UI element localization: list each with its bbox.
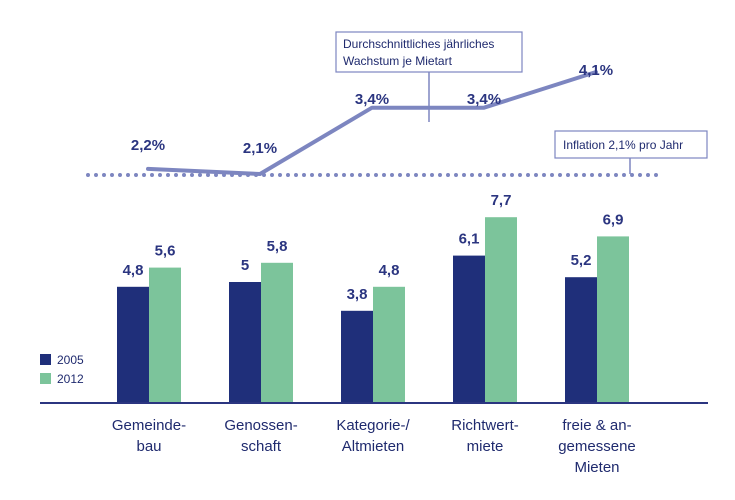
legend-swatch-2012 [40,373,51,384]
chart-svg: 4,8 5 3,8 6,1 5,2 5,6 5,8 4,8 7,7 6,9 Gemeinde-bau… [0,0,735,495]
category-label: Kategorie-/ [336,417,410,434]
bar-2005-1 [117,287,149,402]
rent-chart: 4,8 5 3,8 6,1 5,2 5,6 5,8 4,8 7,7 6,9 Gemeinde-bau… [0,0,735,495]
bar-value-label: 5 [241,257,249,274]
bar-2005-5 [565,277,597,402]
category-label: miete [467,438,504,455]
category-label: bau [136,438,161,455]
bar-2012-5 [597,236,629,402]
legend-label-2012: 2012 [57,372,84,386]
bar-2012-4 [485,217,517,402]
growth-value-label: 2,1% [243,140,277,157]
category-label: Mieten [574,459,619,476]
growth-callout-text: Durchschnittliches jährliches [343,37,494,51]
growth-callout-text: Wachstum je Mietart [343,54,453,68]
growth-value-label: 3,4% [467,91,501,108]
bar-value-label: 7,7 [491,192,512,209]
category-label: Genossen- [224,417,297,434]
growth-value-label: 4,1% [579,62,613,79]
bar-value-label: 6,9 [603,211,624,228]
bar-2005-4 [453,256,485,402]
bar-2005-3 [341,311,373,402]
category-label: Gemeinde- [112,417,186,434]
category-label: Altmieten [342,438,405,455]
bar-value-label: 4,8 [379,262,400,279]
category-label: freie & an- [562,417,631,434]
legend-swatch-2005 [40,354,51,365]
legend-label-2005: 2005 [57,353,84,367]
bar-2012-3 [373,287,405,402]
bar-value-label: 3,8 [347,286,368,303]
growth-line [148,72,596,174]
category-label: gemessene [558,438,636,455]
bar-value-label: 4,8 [123,262,144,279]
category-label: Richtwert- [451,417,519,434]
bar-value-label: 6,1 [459,231,480,248]
bar-2012-2 [261,263,293,402]
bar-value-label: 5,2 [571,252,592,269]
bar-value-label: 5,8 [267,238,288,255]
growth-value-label: 3,4% [355,91,389,108]
bar-2012-1 [149,268,181,402]
growth-value-label: 2,2% [131,137,165,154]
category-label: schaft [241,438,282,455]
bar-value-label: 5,6 [155,243,176,260]
inflation-callout-text: Inflation 2,1% pro Jahr [563,138,683,152]
bar-2005-2 [229,282,261,402]
